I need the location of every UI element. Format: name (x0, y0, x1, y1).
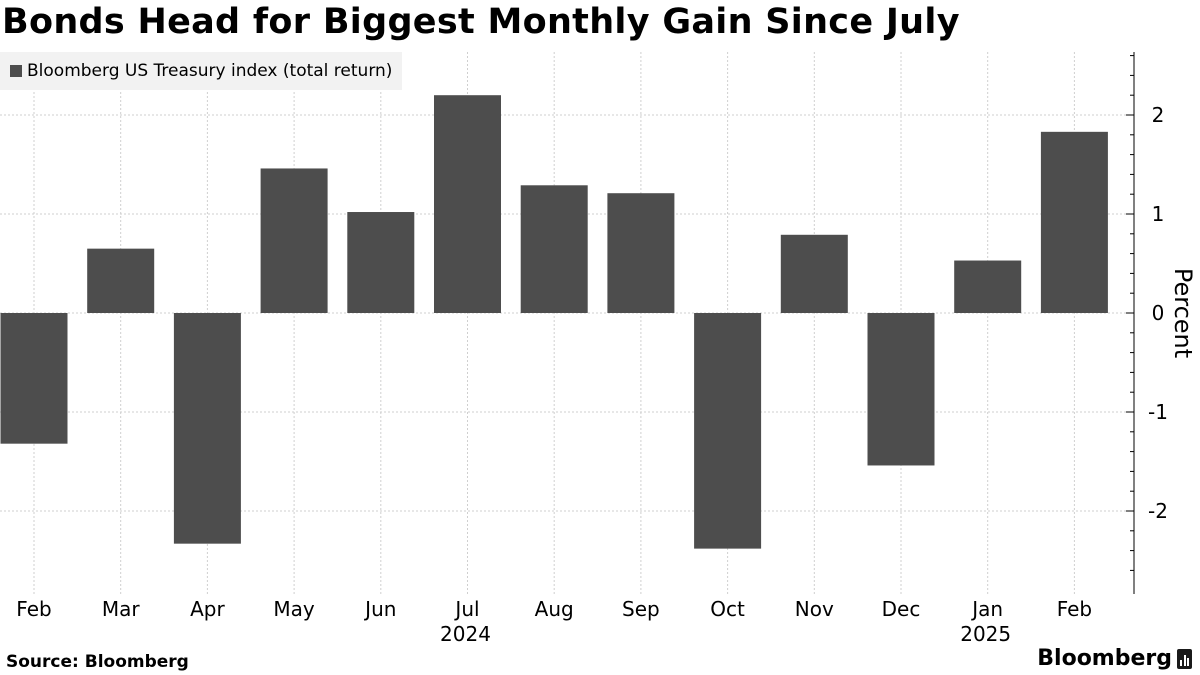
y-tick-label: 0 (1152, 301, 1165, 325)
y-axis-title: Percent (1169, 268, 1197, 358)
bar-aug-6 (520, 185, 588, 313)
bar-oct-8 (694, 313, 762, 549)
chart-title: Bonds Head for Biggest Monthly Gain Sinc… (2, 2, 960, 42)
legend-swatch (10, 65, 22, 77)
x-tick-label: Sep (622, 597, 660, 621)
x-tick-label: Oct (710, 597, 745, 621)
x-tick-label: Aug (535, 597, 574, 621)
x-tick-label: Jan (970, 597, 1003, 621)
bar-dec-10 (867, 313, 935, 466)
bar-sep-7 (607, 193, 675, 313)
y-tick-label: -2 (1148, 499, 1168, 523)
bar-jun-4 (347, 212, 415, 313)
bar-jul-5 (434, 95, 501, 313)
x-tick-label: Dec (882, 597, 921, 621)
bar-may-3 (260, 168, 328, 313)
bar-mar-1 (87, 248, 155, 313)
source-note: Source: Bloomberg (6, 652, 189, 672)
y-tick-label: 2 (1152, 103, 1165, 127)
x-year-label: 2024 (440, 622, 491, 646)
legend: Bloomberg US Treasury index (total retur… (0, 52, 403, 90)
bar-nov-9 (780, 234, 848, 313)
bar-feb-0 (0, 313, 68, 444)
x-tick-label: Nov (795, 597, 834, 621)
brand-name: Bloomberg (1037, 646, 1172, 671)
x-tick-label: Jul (453, 597, 479, 621)
x-tick-label: Apr (190, 597, 225, 621)
x-tick-label: Mar (102, 597, 141, 621)
y-tick-label: -1 (1148, 400, 1168, 424)
x-tick-label: May (273, 597, 315, 621)
x-tick-label: Jun (363, 597, 396, 621)
brand-chart-icon (1177, 648, 1192, 669)
bar-apr-2 (173, 313, 241, 544)
x-tick-label: Feb (1057, 597, 1092, 621)
legend-label: Bloomberg US Treasury index (total retur… (27, 61, 393, 81)
y-tick-label: 1 (1152, 202, 1165, 226)
bar-feb-12 (1040, 131, 1108, 313)
x-year-label: 2025 (960, 622, 1011, 646)
brand-logo: Bloomberg (1037, 646, 1192, 671)
bar-jan-11 (954, 260, 1022, 313)
x-tick-label: Feb (16, 597, 51, 621)
